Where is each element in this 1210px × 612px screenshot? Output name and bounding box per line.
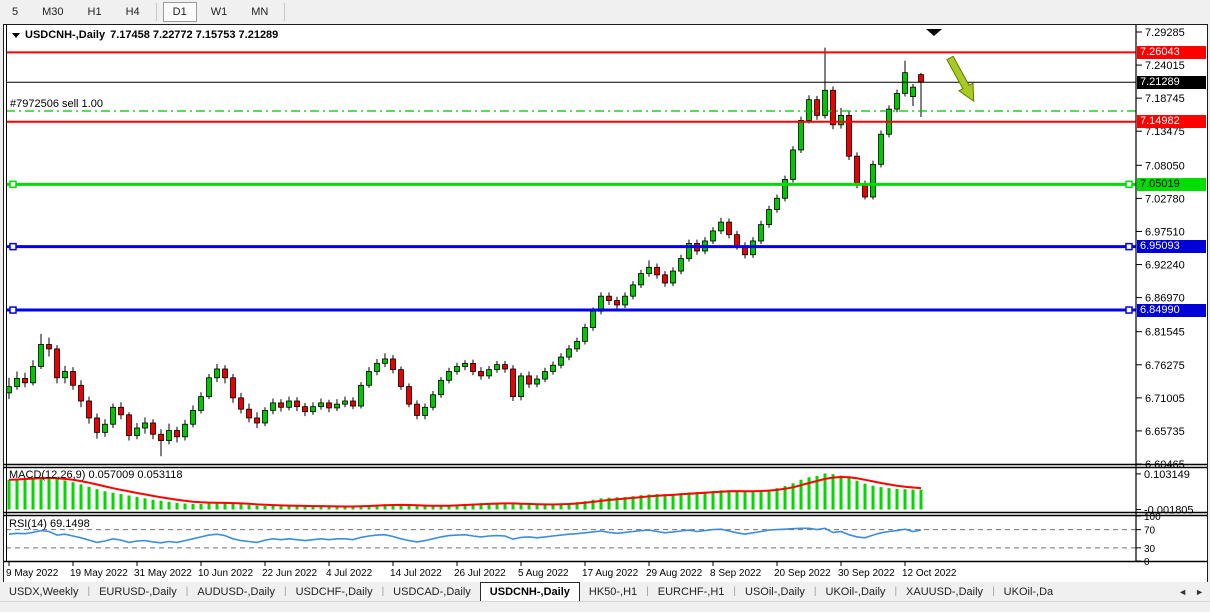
- tab-separator: |: [283, 586, 287, 597]
- tab-separator: |: [992, 586, 995, 597]
- candlestick-series: [6, 47, 924, 457]
- level-price-badge: 6.84990: [1137, 303, 1206, 317]
- timeframe-button-mn[interactable]: MN: [251, 5, 269, 18]
- level-price-badge: 7.05019: [1137, 177, 1206, 191]
- svg-text:0.103149: 0.103149: [1144, 469, 1190, 481]
- svg-text:22 Jun 2022: 22 Jun 2022: [262, 568, 317, 579]
- svg-text:7.08050: 7.08050: [1145, 160, 1185, 172]
- timeframe-button-d1[interactable]: D1: [162, 1, 197, 22]
- macd-indicator-pane: MACD(12,26,9) 0.057009 0.053118: [7, 469, 923, 510]
- symbol-tab-usdchf-daily[interactable]: USDCHF-,Daily: [295, 585, 373, 598]
- timeframe-button-m30[interactable]: M30: [42, 5, 64, 18]
- symbol-tab-audusd-daily[interactable]: AUDUSD-,Daily: [197, 585, 275, 598]
- svg-text:30 Sep 2022: 30 Sep 2022: [838, 568, 895, 579]
- svg-text:7.29285: 7.29285: [1145, 27, 1185, 39]
- svg-text:20 Sep 2022: 20 Sep 2022: [774, 568, 831, 579]
- timeframe-button-h1[interactable]: H1: [87, 5, 102, 18]
- horizontal-level-lines[interactable]: #7972506 sell 1.00: [6, 29, 1136, 314]
- tab-separator: |: [646, 586, 649, 597]
- svg-text:6.81545: 6.81545: [1145, 327, 1185, 339]
- chart-axes: 7.29285 7.24015 7.18745 7.13475 7.08050 7.027…: [4, 25, 1207, 579]
- symbol-tab-eurusd-daily[interactable]: EURUSD-,Daily: [99, 585, 177, 598]
- svg-text:4 Jul 2022: 4 Jul 2022: [326, 568, 373, 579]
- tab-scroll-right-icon[interactable]: ►: [1195, 586, 1204, 597]
- chevron-down-icon[interactable]: [12, 32, 20, 38]
- svg-text:9 May 2022: 9 May 2022: [6, 568, 59, 579]
- tab-separator: |: [894, 586, 898, 597]
- tab-separator: |: [813, 586, 817, 597]
- down-triangle-marker[interactable]: [926, 29, 942, 36]
- toolbar-separator: [155, 2, 157, 21]
- svg-text:10 Jun 2022: 10 Jun 2022: [198, 568, 253, 579]
- symbol-tab-hk50-h1[interactable]: HK50-,H1: [588, 585, 638, 598]
- tab-scroll-arrows: ◄ ►: [1174, 582, 1208, 601]
- svg-text:70: 70: [1144, 526, 1156, 537]
- svg-text:17 Aug 2022: 17 Aug 2022: [582, 568, 639, 579]
- chart-window[interactable]: #7972506 sell 1.00 MACD(12,26,9) 0.057009…: [3, 24, 1208, 583]
- symbol-tab-bar: USDX,Weekly | EURUSD-,Daily | AUDUSD-,Daily |…: [0, 582, 1210, 601]
- chart-title: USDCNH-,Daily 7.17458 7.22772 7.15753 7.…: [12, 29, 278, 41]
- symbol-tab-usdcnh-daily[interactable]: USDCNH-,Daily: [479, 582, 580, 601]
- svg-text:MACD(12,26,9) 0.057009 0.05311: MACD(12,26,9) 0.057009 0.053118: [9, 469, 182, 481]
- timeframe-button-w1[interactable]: W1: [210, 5, 228, 18]
- tab-separator: |: [87, 586, 91, 597]
- svg-text:30: 30: [1144, 544, 1156, 555]
- svg-text:26 Jul 2022: 26 Jul 2022: [454, 568, 506, 579]
- symbol-tab-xauusd-daily[interactable]: XAUUSD-,Daily: [906, 585, 984, 598]
- tab-separator: |: [185, 586, 189, 597]
- svg-text:#7972506 sell 1.00: #7972506 sell 1.00: [10, 98, 103, 110]
- svg-text:6.71005: 6.71005: [1145, 393, 1185, 405]
- svg-text:6.65735: 6.65735: [1145, 426, 1185, 438]
- toolbar-separator: [284, 2, 286, 21]
- svg-text:6.76275: 6.76275: [1145, 360, 1185, 372]
- svg-text:7.24015: 7.24015: [1145, 60, 1185, 72]
- svg-text:-0.001805: -0.001805: [1144, 505, 1194, 517]
- level-price-badge: 7.14982: [1137, 115, 1206, 129]
- tab-scroll-left-icon[interactable]: ◄: [1178, 586, 1188, 597]
- svg-text:7.02780: 7.02780: [1145, 193, 1185, 205]
- svg-text:14 Jul 2022: 14 Jul 2022: [390, 568, 442, 579]
- current-price-badge: 7.21289: [1137, 75, 1206, 89]
- chart-symbol-label: USDCNH-,Daily: [25, 29, 106, 41]
- level-price-badge: 7.26043: [1137, 45, 1206, 59]
- svg-text:31 May 2022: 31 May 2022: [134, 568, 192, 579]
- svg-text:100: 100: [1144, 512, 1161, 523]
- svg-text:6.92240: 6.92240: [1145, 260, 1185, 272]
- svg-text:12 Oct 2022: 12 Oct 2022: [902, 568, 957, 579]
- symbol-tab-usdx-weekly[interactable]: USDX,Weekly: [9, 585, 79, 598]
- svg-text:0: 0: [1144, 557, 1150, 568]
- svg-text:6.86970: 6.86970: [1145, 293, 1185, 305]
- level-price-badge: 6.95093: [1137, 240, 1206, 254]
- timeframe-button-h4[interactable]: H4: [125, 5, 140, 18]
- timeframe-toolbar: 5 M30 H1 H4 D1 W1 MN: [0, 0, 1210, 23]
- symbol-tab-usoil-daily[interactable]: USOil-,Daily: [745, 585, 805, 598]
- symbol-tab-ukoil-daily[interactable]: UKOil-,Daily: [825, 585, 886, 598]
- svg-text:RSI(14) 69.1498: RSI(14) 69.1498: [9, 518, 90, 530]
- price-chart-canvas[interactable]: #7972506 sell 1.00 MACD(12,26,9) 0.057009…: [4, 25, 1207, 582]
- status-bar: [0, 601, 1210, 612]
- sell-arrow-annotation[interactable]: [946, 55, 975, 103]
- svg-text:5 Aug 2022: 5 Aug 2022: [518, 568, 569, 579]
- svg-text:7.18745: 7.18745: [1145, 93, 1185, 105]
- tab-separator: |: [381, 586, 385, 597]
- symbol-tab-eurchf-h1[interactable]: EURCHF-,H1: [657, 585, 725, 598]
- chart-ohlc-values: 7.17458 7.22772 7.15753 7.21289: [110, 29, 279, 41]
- svg-text:6.97510: 6.97510: [1145, 226, 1185, 238]
- svg-text:7.13475: 7.13475: [1145, 126, 1185, 138]
- symbol-tab-usdcad-daily[interactable]: USDCAD-,Daily: [393, 585, 471, 598]
- svg-text:19 May 2022: 19 May 2022: [70, 568, 128, 579]
- symbol-tab-ukoil-da[interactable]: UKOil-,Da: [1003, 585, 1054, 598]
- rsi-indicator-pane: RSI(14) 69.1498: [6, 518, 1136, 549]
- svg-text:6.60465: 6.60465: [1145, 459, 1185, 471]
- timeframe-button-5[interactable]: 5: [12, 5, 19, 18]
- svg-text:8 Sep 2022: 8 Sep 2022: [710, 568, 762, 579]
- svg-text:29 Aug 2022: 29 Aug 2022: [646, 568, 703, 579]
- tab-separator: |: [733, 586, 737, 597]
